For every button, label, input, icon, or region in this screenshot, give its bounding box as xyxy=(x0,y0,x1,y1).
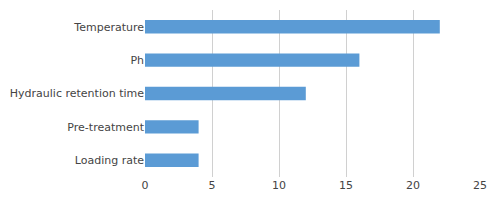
svg-text:Temperature: Temperature xyxy=(73,21,144,34)
svg-text:Hydraulic retention time: Hydraulic retention time xyxy=(10,87,144,100)
svg-text:Loading rate: Loading rate xyxy=(75,154,144,167)
svg-text:Pre-treatment: Pre-treatment xyxy=(67,121,144,134)
svg-text:25: 25 xyxy=(473,179,487,192)
svg-text:0: 0 xyxy=(142,179,149,192)
svg-text:10: 10 xyxy=(272,179,286,192)
svg-text:5: 5 xyxy=(209,179,216,192)
svg-text:Ph: Ph xyxy=(130,54,144,67)
svg-text:15: 15 xyxy=(339,179,353,192)
svg-text:20: 20 xyxy=(406,179,420,192)
